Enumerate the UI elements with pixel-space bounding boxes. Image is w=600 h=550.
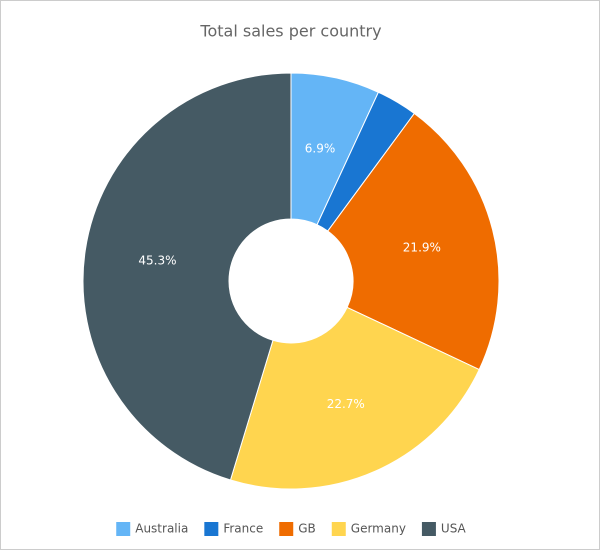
- legend-label: USA: [441, 522, 467, 536]
- data-label: 6.9%: [305, 142, 336, 156]
- slice: [327, 112, 500, 371]
- legend-label: France: [223, 522, 263, 536]
- legend-swatch: [279, 522, 294, 536]
- legend-label: Australia: [135, 522, 188, 536]
- legend-label: Germany: [351, 522, 406, 536]
- data-label: 21.9%: [403, 240, 441, 254]
- legend-swatch: [116, 522, 131, 536]
- data-label: 22.7%: [327, 397, 365, 411]
- chart-title: Total sales per country: [199, 22, 381, 41]
- slice: [229, 306, 480, 490]
- legend-swatch: [421, 522, 436, 536]
- legend-label: GB: [298, 522, 316, 536]
- legend-swatch: [331, 522, 346, 536]
- slice: [82, 72, 292, 481]
- legend-swatch: [204, 522, 219, 536]
- data-label: 45.3%: [138, 254, 176, 268]
